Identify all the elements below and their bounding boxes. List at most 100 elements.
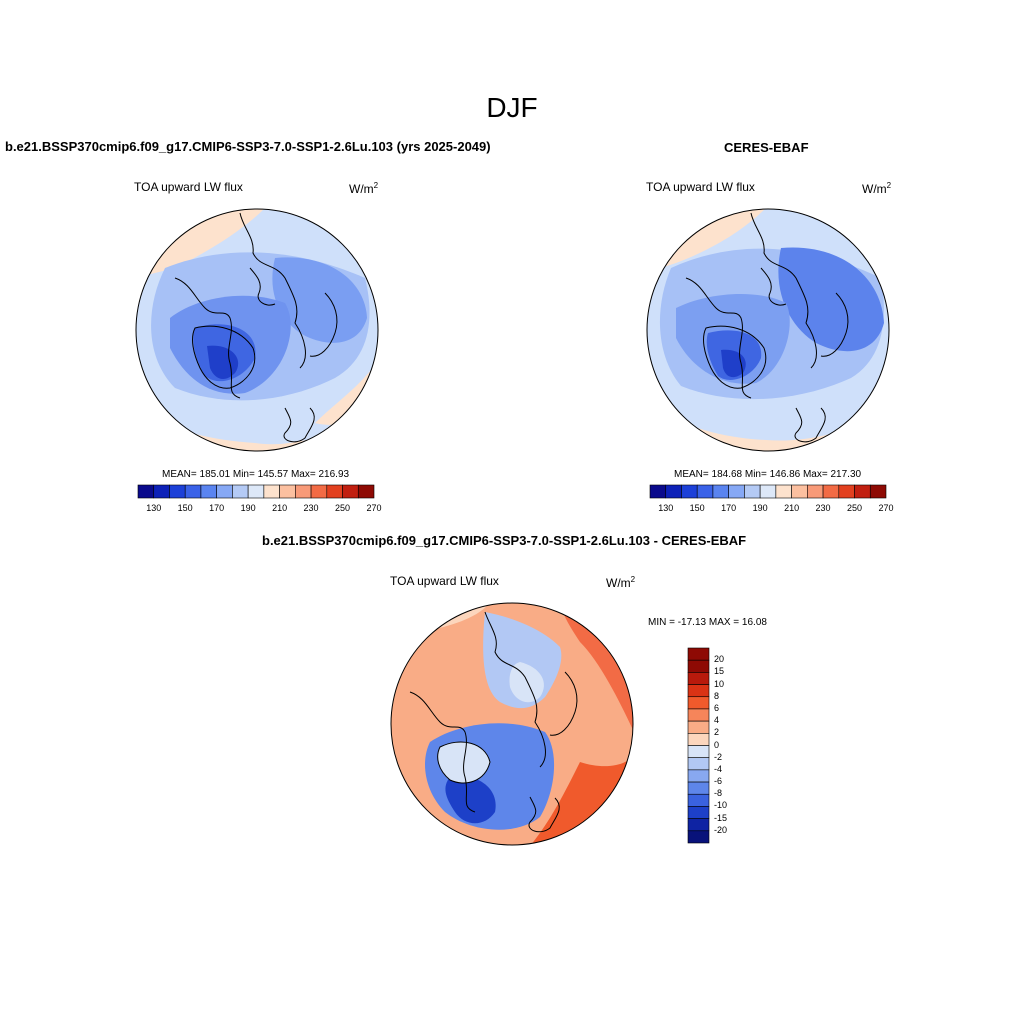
panel1-colorbar-tick-label: 210 [272, 503, 288, 513]
panel3-pole-neutral [509, 662, 544, 703]
panel3-colorbar-tick-label: 2 [714, 727, 720, 738]
panel1-colorbar-tick-label: 190 [240, 503, 256, 513]
panel3-colorbar-box [687, 781, 710, 795]
panel1-colorbar-tick-label: 230 [303, 503, 319, 513]
panel2-colorbar-tick-label: 250 [847, 503, 863, 513]
panel1-colorbar [137, 484, 375, 499]
panel3-colorbar-tick-label: 0 [714, 739, 720, 750]
panel1-map-border [135, 208, 379, 452]
panel1-colorbar-box [153, 484, 170, 499]
panel3-variable-label: TOA upward LW flux [390, 574, 499, 588]
panel3-colorbar-box [687, 647, 710, 661]
panel2-colorbar-box [791, 484, 808, 499]
panel1-colorbar-box [169, 484, 186, 499]
panel3-stats: MIN = -17.13 MAX = 16.08 [648, 617, 767, 628]
panel2-colorbar [649, 484, 887, 499]
panel1-variable-label: TOA upward LW flux [134, 180, 243, 194]
panel3-colorbar-tick-label: 6 [714, 702, 720, 713]
panel2-map-border [646, 208, 890, 452]
panel3-coastlines [409, 611, 578, 833]
panel2-units: W/m2 [862, 181, 892, 196]
panel3-colorbar-box [687, 672, 710, 685]
panel1-colorbar-box [295, 484, 312, 499]
panel3-colorbar-box [687, 733, 710, 746]
panel3-colorbar-box [687, 708, 710, 722]
panel2-colorbar-tick-label: 190 [752, 503, 768, 513]
panel2-stats: MEAN= 184.68 Min= 146.86 Max= 217.30 [674, 469, 862, 480]
panel1-colorbar-box [247, 484, 265, 499]
panel3-colorbar-box [687, 793, 710, 807]
panel3-units: W/m2 [606, 575, 636, 590]
panel3-map-border [390, 602, 634, 846]
panel1-colorbar-box [232, 484, 249, 499]
panel3-colorbar-box [687, 818, 710, 832]
panel2-colorbar-box [854, 484, 871, 499]
panel1-siberia-cold [272, 257, 367, 343]
panel3-colorbar-box [687, 830, 710, 844]
panel1-colorbar-box [184, 484, 202, 499]
panel3-colorbar-tick-label: -4 [714, 763, 723, 774]
panel1-colorbar-tick-label: 170 [209, 503, 225, 513]
panel3-colorbar-box [687, 696, 710, 710]
panel2-polar-map [646, 208, 890, 452]
panel2-variable-label: TOA upward LW flux [646, 180, 755, 194]
panel2-colorbar-box [838, 484, 855, 499]
panel2-colorbar-tick-label: 230 [815, 503, 831, 513]
panel2-colorbar-box [759, 484, 777, 499]
panel3-colorbar-tick-label: -20 [714, 824, 728, 835]
panel1-colorbar-tick-label: 250 [335, 503, 351, 513]
panel1-title: b.e21.BSSP370cmip6.f09_g17.CMIP6-SSP3-7.… [5, 139, 491, 154]
season-title: DJF [486, 92, 538, 123]
panel1-greenland-core [207, 345, 239, 380]
panel2-colorbar-tick-label: 130 [658, 503, 674, 513]
panel3-colorbar-ticks: 20 15 10 8 6 4 2 0 -2 -4 -6 -8 -10 -15 -20 [714, 648, 754, 843]
panel1-colorbar-box [310, 484, 328, 499]
panel2-colorbar-tick-label: 270 [878, 503, 894, 513]
panel3-polar-map [390, 602, 634, 846]
panel1-colorbar-box [263, 484, 280, 499]
panel3-colorbar-tick-label: -6 [714, 776, 723, 787]
panel1-colorbar-box [357, 484, 375, 499]
panel2-coastlines [685, 212, 849, 443]
panel2-colorbar-tick-label: 170 [721, 503, 737, 513]
panel2-colorbar-box [681, 484, 698, 499]
panel1-units: W/m2 [349, 181, 379, 196]
panel2-colorbar-box [807, 484, 824, 499]
panel2-colorbar-box [696, 484, 714, 499]
panel3-colorbar-box [687, 806, 710, 819]
panel3-colorbar-tick-label: 8 [714, 690, 720, 701]
panel2-colorbar-box [775, 484, 792, 499]
panel2-title: CERES-EBAF [724, 140, 809, 155]
panel1-colorbar-box [326, 484, 343, 499]
panel3-colorbar [687, 647, 710, 844]
panel3-colorbar-tick-label: -15 [714, 812, 728, 823]
panel3-colorbar-box [687, 769, 710, 783]
panel3-colorbar-box [687, 720, 710, 734]
panel1-polar-map [135, 208, 379, 452]
panel1-coastlines [174, 212, 338, 443]
panel2-colorbar-box [665, 484, 682, 499]
panel3-cool-core [445, 776, 496, 824]
panel1-colorbar-box [342, 484, 359, 499]
panel2-colorbar-box [869, 484, 887, 499]
panel3-colorbar-box [687, 745, 710, 758]
panel2-colorbar-box [744, 484, 761, 499]
panel3-colorbar-tick-label: 20 [714, 654, 725, 665]
panel2-colorbar-tick-label: 210 [784, 503, 800, 513]
panel1-colorbar-tick-label: 270 [366, 503, 382, 513]
panel2-colorbar-tick-label: 150 [689, 503, 705, 513]
panel2-siberia-cold [778, 247, 884, 352]
panel1-colorbar-box [200, 484, 217, 499]
panel2-colorbar-box [822, 484, 840, 499]
panel1-colorbar-tick-label: 130 [146, 503, 162, 513]
panel1-colorbar-ticks: 130 150 170 190 210 230 250 270 [138, 503, 381, 515]
panel3-colorbar-tick-label: 4 [714, 715, 720, 726]
panel3-colorbar-tick-label: 10 [714, 678, 725, 689]
panel3-colorbar-tick-label: -8 [714, 788, 723, 799]
panel1-stats: MEAN= 185.01 Min= 145.57 Max= 216.93 [162, 469, 350, 480]
panel1-colorbar-box [137, 484, 155, 499]
panel1-colorbar-tick-label: 150 [177, 503, 193, 513]
panel3-colorbar-tick-label: 15 [714, 666, 725, 677]
panel2-colorbar-box [649, 484, 667, 499]
panel1-colorbar-box [216, 484, 233, 499]
